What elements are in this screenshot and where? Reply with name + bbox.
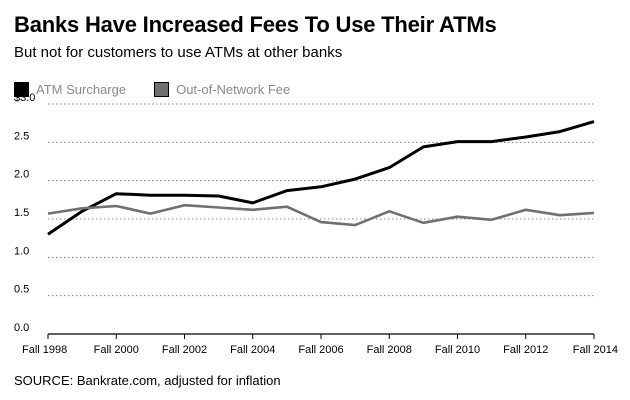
y-tick-label: 0.0 [14, 322, 29, 334]
legend-label-atm-surcharge: ATM Surcharge [36, 82, 127, 97]
y-tick-label: 0.5 [14, 284, 29, 296]
y-tick-label: $3.0 [14, 92, 35, 104]
x-tick-label: Fall 2004 [230, 344, 275, 356]
y-tick-label: 2.5 [14, 130, 29, 142]
series-line-atm-surcharge [47, 120, 595, 236]
x-tick-label: Fall 2014 [573, 344, 618, 356]
x-tick-label: Fall 2006 [298, 344, 343, 356]
chart-subtitle: But not for customers to use ATMs at oth… [14, 44, 343, 61]
x-tick-label: Fall 2008 [367, 344, 412, 356]
legend: ATM Surcharge Out-of-Network Fee [14, 82, 318, 97]
chart-title: Banks Have Increased Fees To Use Their A… [14, 12, 497, 37]
x-tick-label: Fall 2002 [162, 344, 207, 356]
x-tick-label: Fall 2010 [435, 344, 480, 356]
legend-item-out-of-network-fee: Out-of-Network Fee [154, 82, 290, 97]
y-tick-label: 1.5 [14, 207, 29, 219]
legend-swatch-out-of-network-fee [154, 82, 170, 97]
source-note: SOURCE: Bankrate.com, adjusted for infla… [14, 373, 281, 388]
y-tick-label: 2.0 [14, 169, 29, 181]
x-tick-label: Fall 1998 [22, 344, 67, 356]
x-tick-label: Fall 2000 [94, 344, 139, 356]
y-tick-label: 1.0 [14, 245, 29, 257]
series-line-out-of-network-fee [47, 203, 595, 227]
legend-label-out-of-network-fee: Out-of-Network Fee [176, 82, 291, 97]
legend-item-atm-surcharge: ATM Surcharge [14, 82, 126, 97]
legend-swatch-atm-surcharge [14, 82, 29, 97]
x-tick-label: Fall 2012 [503, 344, 548, 356]
